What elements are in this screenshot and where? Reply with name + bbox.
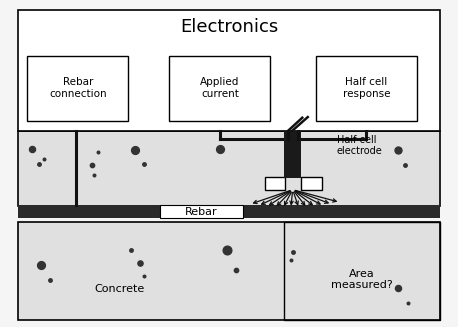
Text: Electronics: Electronics bbox=[180, 18, 278, 36]
Text: Rebar: Rebar bbox=[185, 207, 218, 217]
Bar bbox=[18, 222, 440, 320]
Text: Applied
current: Applied current bbox=[200, 77, 240, 99]
Bar bbox=[265, 177, 285, 190]
Bar bbox=[18, 10, 440, 131]
Bar bbox=[18, 205, 440, 218]
Bar bbox=[160, 205, 243, 218]
Text: Concrete: Concrete bbox=[94, 284, 144, 294]
Bar bbox=[284, 131, 301, 178]
Bar bbox=[284, 222, 440, 320]
Text: Half cell
response: Half cell response bbox=[343, 77, 390, 99]
Bar bbox=[316, 56, 417, 121]
Bar bbox=[301, 177, 322, 190]
Bar bbox=[18, 131, 440, 206]
Text: Area
measured?: Area measured? bbox=[331, 269, 393, 290]
Text: Half cell
electrode: Half cell electrode bbox=[337, 135, 382, 156]
Text: Rebar
connection: Rebar connection bbox=[49, 77, 107, 99]
Bar bbox=[27, 56, 128, 121]
Bar bbox=[169, 56, 270, 121]
